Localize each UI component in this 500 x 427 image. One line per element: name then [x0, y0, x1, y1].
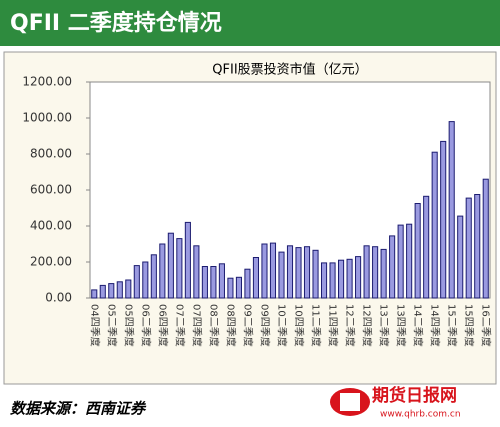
x-tick-label: 11二季度: [310, 304, 323, 347]
x-tick-label: 06四季度: [156, 304, 169, 347]
bar: [457, 215, 464, 299]
bar: [116, 281, 123, 299]
bar: [286, 245, 294, 299]
header-bar: [0, 0, 500, 46]
bar: [295, 247, 302, 299]
bar: [235, 276, 242, 299]
bar: [431, 151, 438, 299]
x-tick-label: 12四季度: [361, 304, 374, 347]
x-tick-label: 13四季度: [395, 304, 408, 347]
x-tick-label: 07四季度: [190, 304, 203, 347]
bar: [320, 262, 328, 299]
bar: [397, 224, 404, 299]
bar: [278, 251, 285, 299]
source: 数据来源：西南证券: [10, 400, 147, 418]
chart-title: QFII股票投资市值（亿元）: [212, 62, 367, 78]
y-tick-label: 400.00: [30, 219, 72, 233]
bar: [269, 242, 277, 299]
y-tick-label: 600.00: [30, 183, 72, 197]
y-tick-label: 1200.00: [22, 75, 72, 89]
x-tick-label: 15四季度: [463, 304, 476, 347]
x-tick-label: 06二季度: [139, 304, 152, 347]
bar: [363, 245, 370, 299]
bar: [91, 289, 98, 299]
logo-icon-inner: [340, 393, 360, 411]
bar: [142, 261, 149, 299]
x-tick-label: 12二季度: [344, 304, 357, 347]
bar: [346, 258, 353, 299]
bar: [389, 235, 396, 299]
bar: [99, 284, 106, 299]
x-tick-label: 15二季度: [446, 304, 459, 347]
bar: [150, 254, 157, 299]
bar: [380, 248, 387, 299]
y-tick-label: 1000.00: [22, 111, 72, 125]
bar: [193, 245, 200, 299]
bar: [312, 249, 319, 299]
bar: [125, 279, 132, 299]
bar: [329, 262, 336, 299]
bar: [261, 243, 268, 299]
x-tick-label: 04四季度: [88, 304, 101, 347]
bar: [176, 238, 183, 299]
bar: [338, 259, 345, 299]
bar: [406, 223, 413, 299]
x-tick-label: 08四季度: [224, 304, 237, 347]
x-tick-label: 10二季度: [275, 304, 288, 347]
bar: [184, 221, 191, 299]
bar: [227, 277, 234, 299]
x-tick-label: 11四季度: [327, 304, 340, 347]
x-tick-label: 07二季度: [173, 304, 186, 347]
x-tick-label: 16二季度: [480, 304, 493, 347]
bar: [252, 257, 260, 299]
header-title: QFII 二季度持仓情况: [10, 10, 222, 36]
bar: [423, 195, 430, 299]
bar: [303, 246, 311, 299]
bar: [355, 256, 362, 299]
bar: [440, 140, 447, 299]
bar: [210, 266, 217, 299]
bar: [218, 263, 225, 299]
x-tick-label: 05四季度: [122, 304, 135, 347]
x-tick-label: 14二季度: [412, 304, 425, 347]
bar: [372, 246, 379, 299]
bar: [448, 121, 455, 299]
x-tick-label: 08二季度: [207, 304, 220, 347]
y-tick-label: 0.00: [45, 291, 72, 305]
x-tick-label: 09二季度: [241, 304, 254, 347]
bar: [159, 243, 166, 299]
x-tick-label: 13二季度: [378, 304, 391, 347]
bar: [108, 283, 115, 299]
logo: 期货日报网 www.qhrb.com.cn: [330, 385, 461, 420]
bar: [482, 178, 489, 299]
y-tick-label: 200.00: [30, 255, 72, 269]
x-tick-label: 10四季度: [293, 304, 306, 347]
x-tick-label: 09四季度: [258, 304, 271, 347]
x-tick-label: 14四季度: [429, 304, 442, 347]
bar: [244, 268, 251, 299]
x-tick-label: 05二季度: [105, 304, 118, 347]
logo-name: 期货日报网: [372, 385, 457, 406]
bar: [414, 203, 421, 299]
bar: [474, 194, 481, 299]
bar: [167, 232, 174, 299]
bar: [133, 265, 140, 299]
bar: [465, 197, 472, 299]
y-tick-label: 800.00: [30, 147, 72, 161]
bar: [201, 266, 208, 299]
logo-url: www.qhrb.com.cn: [380, 410, 461, 420]
